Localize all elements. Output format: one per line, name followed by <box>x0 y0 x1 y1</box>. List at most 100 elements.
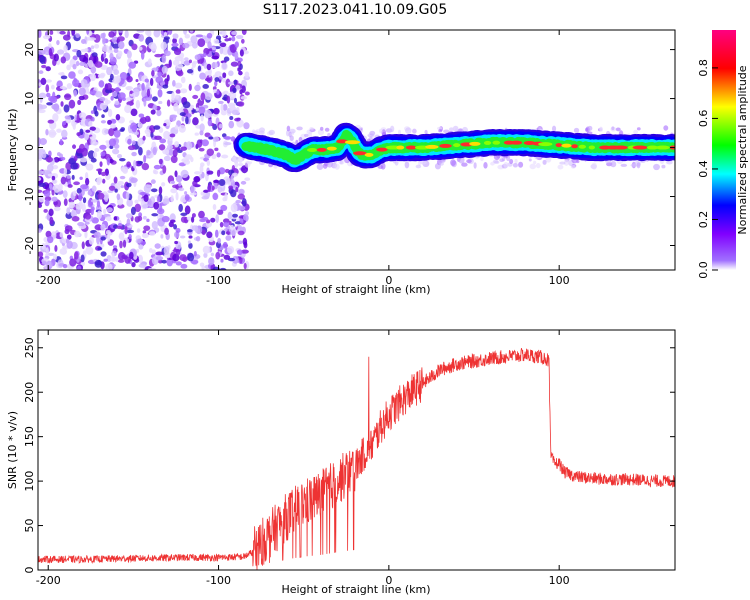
noise-speckle <box>76 114 80 124</box>
noise-speckle <box>207 183 211 192</box>
colorbar-tick-label: 0.4 <box>697 160 710 178</box>
noise-speckle <box>236 249 243 256</box>
noise-speckle <box>111 91 118 98</box>
noise-speckle <box>217 237 222 244</box>
noise-speckle <box>230 174 234 183</box>
noise-speckle <box>174 240 179 245</box>
noise-speckle <box>72 144 77 149</box>
noise-speckle <box>68 71 76 79</box>
noise-speckle <box>77 265 82 270</box>
noise-speckle <box>184 191 188 195</box>
noise-speckle <box>194 84 201 92</box>
noise-speckle <box>190 185 195 194</box>
noise-speckle <box>80 184 89 190</box>
noise-speckle <box>49 30 54 35</box>
halo-speckle <box>576 159 580 164</box>
ridge-peak <box>439 143 452 148</box>
halo-speckle <box>334 163 340 170</box>
signal-ridge <box>233 122 675 173</box>
noise-speckle <box>93 34 101 43</box>
halo-speckle <box>611 126 615 131</box>
noise-speckle <box>215 251 221 260</box>
noise-speckle <box>235 199 241 204</box>
halo-speckle <box>615 127 621 132</box>
noise-speckle <box>224 38 230 42</box>
noise-speckle <box>103 258 108 262</box>
noise-speckle <box>143 97 147 107</box>
noise-speckle <box>239 218 244 224</box>
noise-speckle <box>211 62 218 69</box>
noise-speckle <box>185 154 193 160</box>
noise-speckle <box>42 35 51 40</box>
noise-speckle <box>142 230 147 234</box>
noise-speckle <box>216 209 224 215</box>
noise-speckle <box>70 210 76 217</box>
halo-speckle <box>480 156 484 162</box>
noise-speckle <box>223 56 230 62</box>
noise-speckle <box>84 213 92 220</box>
halo-speckle <box>666 160 673 165</box>
colorbar-tick-label: 0.6 <box>697 110 710 128</box>
noise-speckle <box>178 37 184 46</box>
noise-speckle <box>185 141 193 150</box>
halo-speckle <box>528 158 532 162</box>
noise-speckle <box>38 30 42 38</box>
spectrogram-x-tick-label: -200 <box>36 274 61 287</box>
noise-speckle <box>114 100 120 106</box>
noise-speckle <box>158 186 163 195</box>
noise-speckle <box>237 193 245 200</box>
noise-speckle <box>117 181 124 186</box>
noise-speckle <box>220 204 228 212</box>
noise-speckle <box>79 54 87 62</box>
noise-speckle <box>76 132 81 137</box>
noise-speckle <box>202 52 207 57</box>
halo-speckle <box>559 161 566 165</box>
halo-speckle <box>661 164 666 169</box>
noise-speckle <box>105 263 113 270</box>
ridge-peak <box>306 148 318 152</box>
noise-speckle <box>81 147 88 157</box>
noise-speckle <box>237 101 245 107</box>
noise-speckle <box>100 65 109 71</box>
halo-speckle <box>620 163 628 167</box>
noise-speckle <box>100 251 107 257</box>
noise-speckle <box>59 232 64 238</box>
noise-speckle <box>162 165 167 174</box>
noise-speckle <box>161 182 166 187</box>
noise-speckle <box>87 150 96 160</box>
noise-speckle <box>94 43 100 49</box>
noise-speckle <box>151 70 155 77</box>
noise-speckle <box>127 145 136 151</box>
spectrogram-y-tick-label: -20 <box>23 237 36 255</box>
noise-speckle <box>160 41 168 50</box>
noise-speckle <box>166 144 173 150</box>
noise-speckle <box>108 31 115 38</box>
noise-speckle <box>112 245 118 249</box>
noise-speckle <box>71 216 80 222</box>
halo-speckle <box>518 161 524 168</box>
noise-speckle <box>104 57 109 64</box>
noise-speckle <box>90 157 97 163</box>
noise-speckle <box>143 154 147 163</box>
noise-speckle <box>171 92 175 101</box>
noise-speckle <box>183 60 191 66</box>
noise-speckle <box>124 30 129 39</box>
noise-speckle <box>190 259 199 265</box>
noise-speckle <box>100 223 106 231</box>
noise-speckle <box>157 71 163 77</box>
noise-speckle <box>234 160 239 168</box>
noise-speckle <box>202 245 211 254</box>
noise-speckle <box>117 41 125 50</box>
noise-speckle <box>184 33 191 39</box>
halo-speckle <box>483 162 488 169</box>
noise-speckle <box>117 153 123 159</box>
noise-speckle <box>135 99 141 109</box>
noise-speckle <box>47 252 55 256</box>
noise-speckle <box>173 48 182 56</box>
noise-speckle <box>41 261 47 265</box>
noise-speckle <box>200 114 204 122</box>
halo-speckle <box>438 162 444 166</box>
noise-speckle <box>163 130 170 140</box>
noise-speckle <box>53 200 58 206</box>
noise-speckle <box>192 117 199 126</box>
